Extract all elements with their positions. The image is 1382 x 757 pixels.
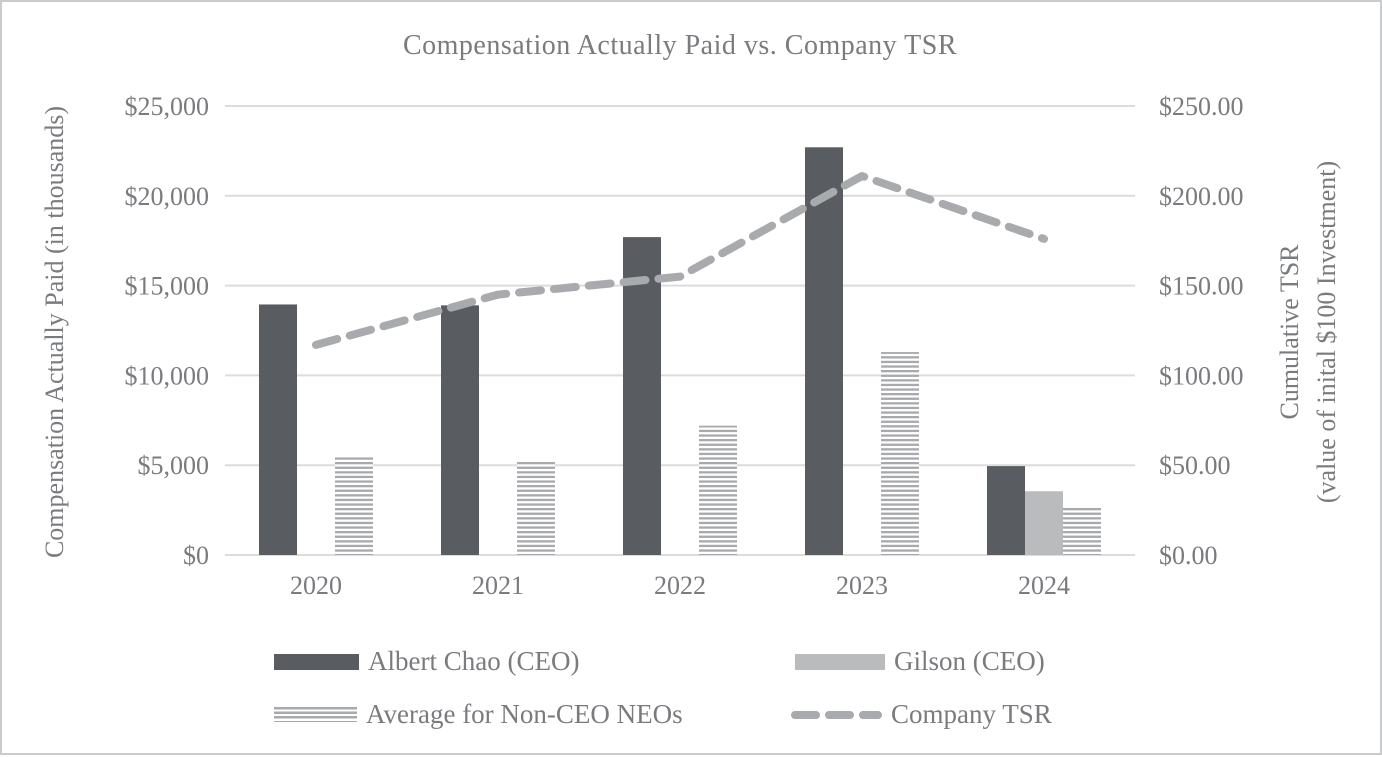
bar-average-for-non-ceo-neos-2021 — [517, 461, 555, 555]
legend-item-albert-chao: Albert Chao (CEO) — [274, 646, 579, 677]
bar-albert-chao-ceo-2024 — [987, 466, 1025, 555]
legend-swatch-company-tsr-dashed-line — [791, 710, 882, 719]
legend-item-non-ceo-neos: Average for Non-CEO NEOs — [274, 699, 683, 730]
x-axis-label-2024: 2024 — [1018, 571, 1070, 600]
bar-albert-chao-ceo-2022 — [623, 237, 661, 555]
right-axis-tick-label: $200.00 — [1159, 182, 1244, 211]
legend-label-gilson: Gilson (CEO) — [894, 646, 1045, 676]
right-axis-tick-label: $0.00 — [1159, 541, 1218, 570]
left-axis-tick-label: $5,000 — [138, 451, 210, 480]
bar-albert-chao-ceo-2023 — [805, 147, 843, 556]
right-axis-tick-label: $150.00 — [1159, 272, 1244, 301]
legend-label-albert-chao: Albert Chao (CEO) — [368, 646, 580, 676]
x-axis-label-2022: 2022 — [654, 571, 706, 600]
left-axis-tick-label: $20,000 — [125, 182, 210, 211]
bar-gilson-ceo-2024 — [1025, 491, 1063, 555]
bar-average-for-non-ceo-neos-2023 — [881, 352, 919, 555]
left-axis-tick-label: $15,000 — [125, 272, 210, 301]
legend-swatch-gilson — [795, 653, 885, 670]
right-axis-tick-label: $250.00 — [1159, 92, 1244, 121]
bar-average-for-non-ceo-neos-2024 — [1063, 507, 1101, 555]
x-axis-label-2020: 2020 — [290, 571, 342, 600]
x-axis-label-2021: 2021 — [472, 571, 524, 600]
bar-albert-chao-ceo-2020 — [259, 304, 297, 555]
right-axis-tick-label: $50.00 — [1159, 451, 1231, 480]
legend-item-gilson: Gilson (CEO) — [795, 646, 1045, 677]
company-tsr-line — [312, 172, 1048, 349]
bar-average-for-non-ceo-neos-2020 — [335, 457, 373, 555]
left-axis-tick-label: $0 — [183, 541, 209, 570]
x-axis-label-2023: 2023 — [836, 571, 888, 600]
left-axis-tick-label: $10,000 — [125, 361, 210, 390]
legend-item-company-tsr: Company TSR — [790, 699, 1052, 730]
legend-label-company-tsr: Company TSR — [891, 699, 1052, 729]
right-axis-tick-label: $100.00 — [1159, 361, 1244, 390]
chart-title: Compensation Actually Paid vs. Company T… — [402, 30, 958, 61]
legend-swatch-albert-chao — [274, 653, 359, 670]
bar-average-for-non-ceo-neos-2022 — [699, 425, 737, 555]
legend-label-non-ceo-neos: Average for Non-CEO NEOs — [366, 699, 683, 729]
legend-swatch-non-ceo-neos — [274, 707, 357, 722]
left-axis-tick-label: $25,000 — [125, 92, 210, 121]
bar-albert-chao-ceo-2021 — [441, 305, 479, 555]
